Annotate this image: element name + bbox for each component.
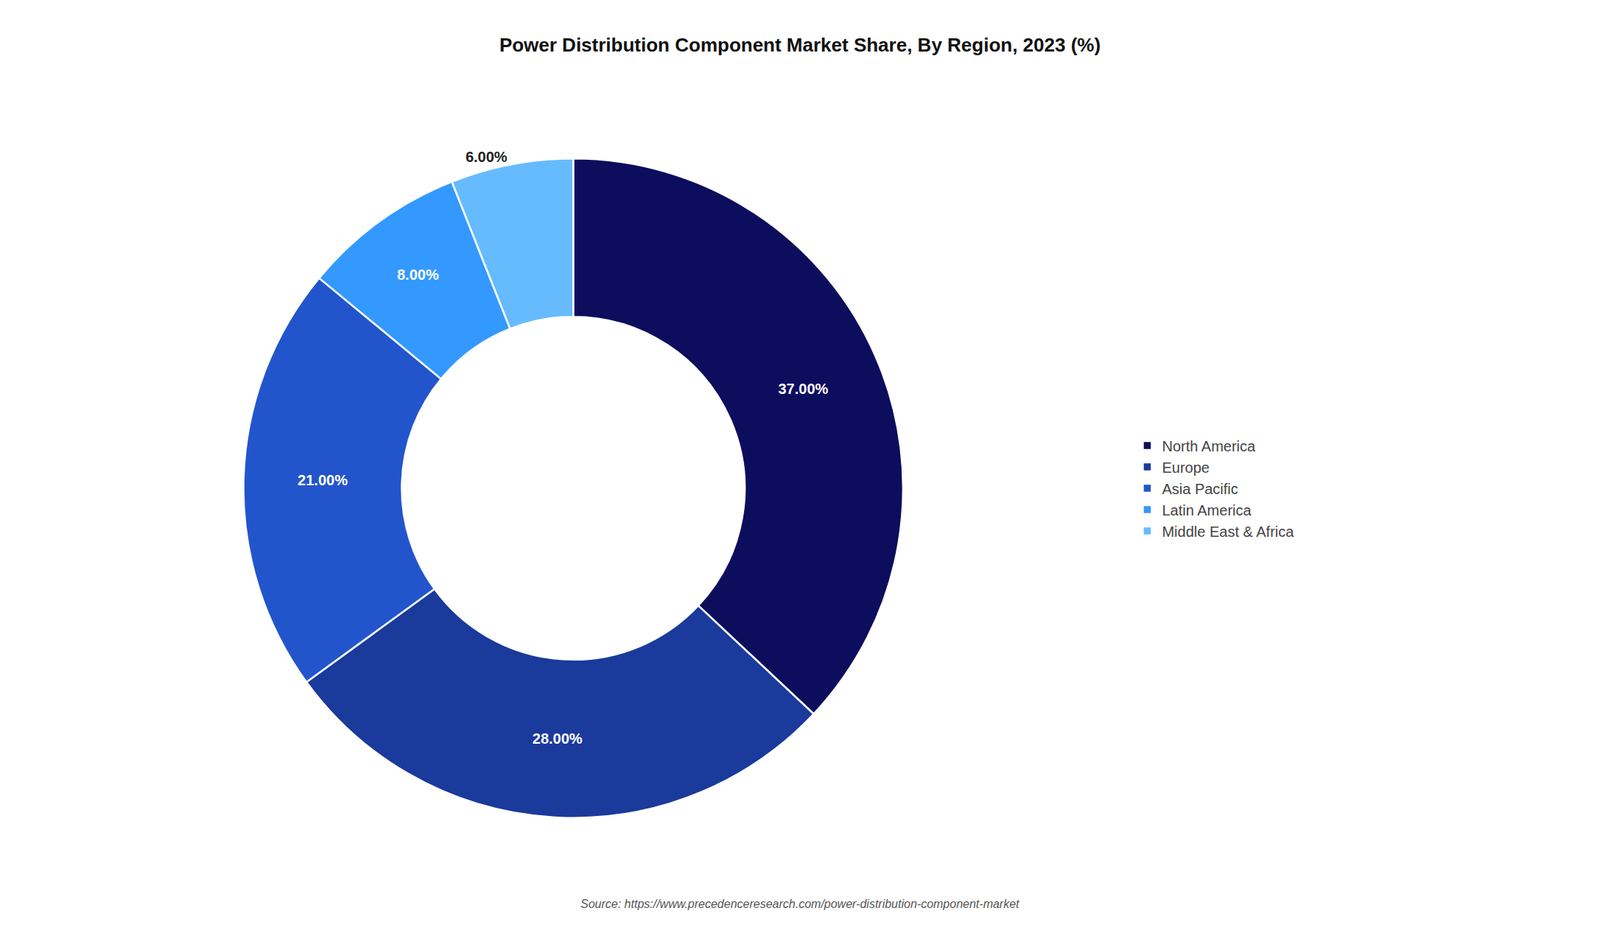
svg-text:21.00%: 21.00% bbox=[297, 472, 348, 489]
svg-text:Latin America: Latin America bbox=[1161, 502, 1252, 519]
svg-text:Source: https://www.precedence: Source: https://www.precedenceresearch.c… bbox=[580, 897, 1020, 911]
svg-text:8.00%: 8.00% bbox=[397, 266, 440, 283]
svg-text:Asia Pacific: Asia Pacific bbox=[1161, 481, 1238, 498]
svg-text:North America: North America bbox=[1161, 438, 1256, 455]
svg-text:Europe: Europe bbox=[1161, 459, 1210, 476]
svg-text:37.00%: 37.00% bbox=[777, 380, 828, 398]
svg-text:Middle East & Africa: Middle East & Africa bbox=[1161, 523, 1295, 540]
svg-text:Power Distribution Component M: Power Distribution Component Market Shar… bbox=[499, 33, 1101, 56]
svg-text:28.00%: 28.00% bbox=[532, 730, 583, 747]
svg-text:6.00%: 6.00% bbox=[465, 148, 508, 166]
